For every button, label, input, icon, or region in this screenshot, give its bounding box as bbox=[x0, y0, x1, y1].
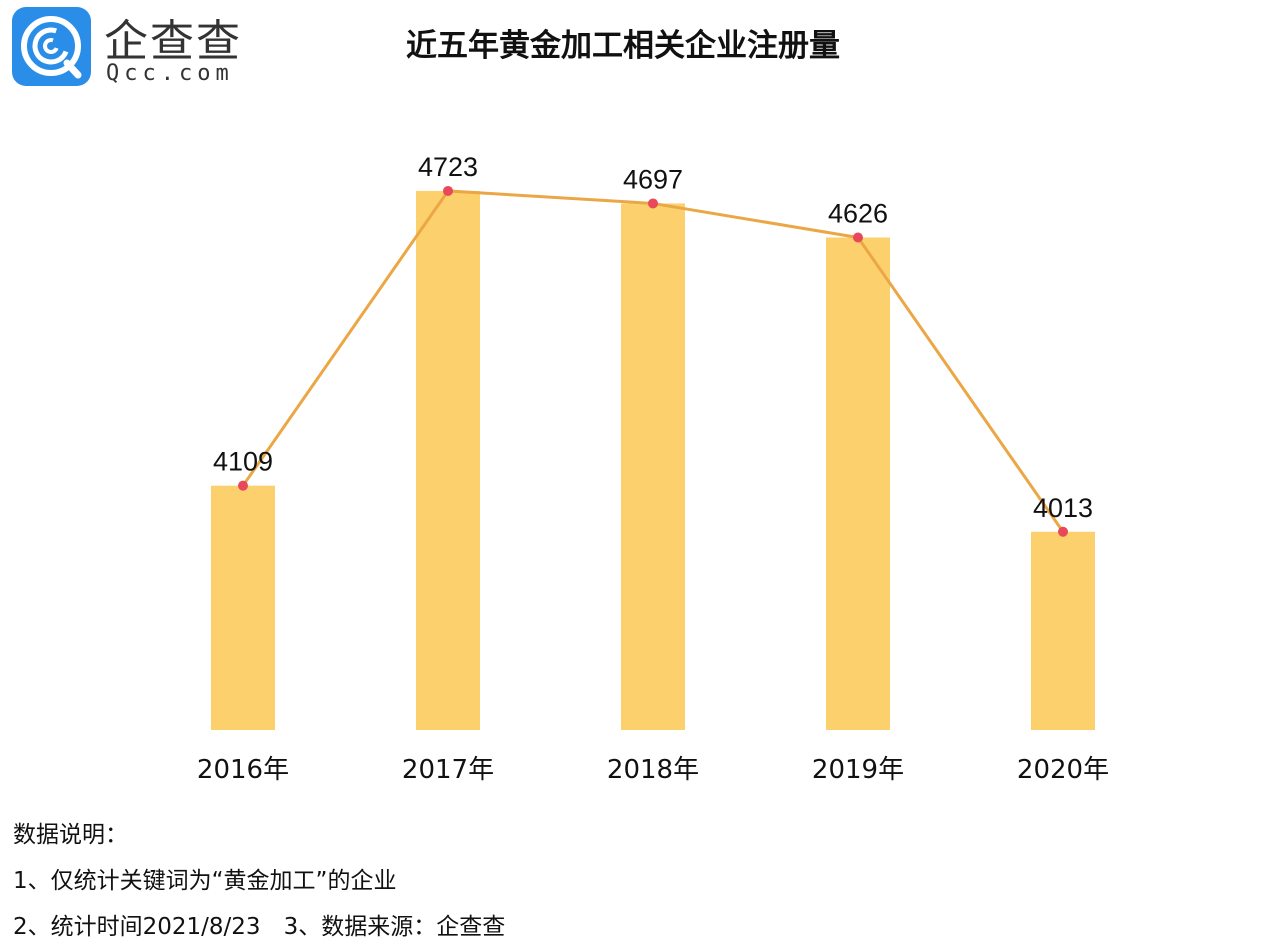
x-tick-label: 2020年 bbox=[1017, 755, 1109, 785]
data-label: 4723 bbox=[418, 152, 478, 182]
logo-text-en: Qcc.com bbox=[106, 61, 234, 86]
x-tick-label: 2017年 bbox=[402, 755, 494, 785]
qcc-logo: 企查查 Qcc.com bbox=[12, 5, 252, 89]
bar-2016年 bbox=[211, 485, 275, 730]
data-label: 4626 bbox=[828, 199, 888, 229]
x-tick-label: 2016年 bbox=[197, 755, 289, 785]
bar-2018年 bbox=[621, 203, 685, 730]
data-label: 4109 bbox=[213, 447, 273, 477]
bar-2019年 bbox=[826, 237, 890, 730]
logo-text-cn: 企查查 bbox=[104, 16, 242, 67]
data-label: 4697 bbox=[623, 164, 683, 194]
data-point bbox=[1058, 526, 1068, 537]
notes-line-2: 2、统计时间2021/8/23 3、数据来源：企查查 bbox=[13, 914, 506, 940]
data-label: 4013 bbox=[1033, 493, 1093, 523]
data-point bbox=[443, 185, 453, 196]
qcc-logo-icon bbox=[12, 7, 91, 86]
data-point bbox=[238, 480, 248, 491]
x-tick-label: 2019年 bbox=[812, 755, 904, 785]
notes-heading: 数据说明： bbox=[13, 822, 128, 848]
bar-2020年 bbox=[1031, 531, 1095, 730]
notes-line-1: 1、仅统计关键词为“黄金加工”的企业 bbox=[13, 868, 397, 894]
x-tick-label: 2018年 bbox=[607, 755, 699, 785]
data-point bbox=[648, 198, 658, 209]
chart-area: 4109 2016年 4723 2017年 4697 2018年 4626 2019年 4013… bbox=[197, 152, 1109, 785]
data-point bbox=[853, 232, 863, 243]
bar-2017年 bbox=[416, 190, 480, 730]
chart-title: 近五年黄金加工相关企业注册量 bbox=[406, 28, 840, 64]
